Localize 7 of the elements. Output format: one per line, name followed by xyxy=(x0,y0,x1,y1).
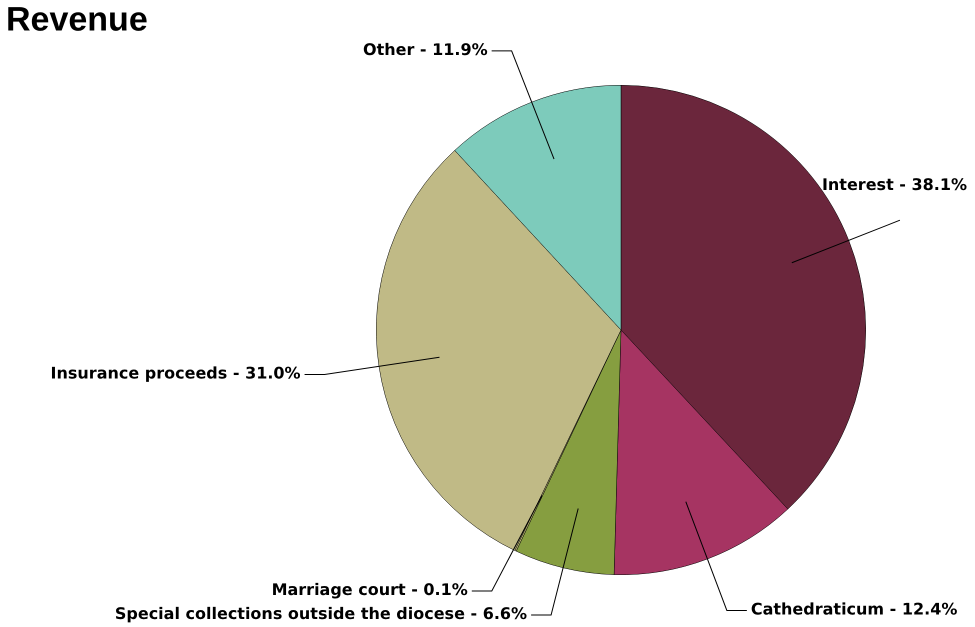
slice-label: Other - 11.9% xyxy=(362,40,488,60)
slice-label: Cathedraticum - 12.4% xyxy=(750,600,958,619)
slice-label: Interest - 38.1% xyxy=(822,175,967,194)
slice-label: Special collections outside the diocese - 6.6% xyxy=(114,604,528,624)
slice-label: Insurance proceeds - 31.0% xyxy=(50,364,301,383)
slice-label: Marriage court - 0.1% xyxy=(272,580,468,600)
chart-title: Revenue xyxy=(6,0,148,38)
